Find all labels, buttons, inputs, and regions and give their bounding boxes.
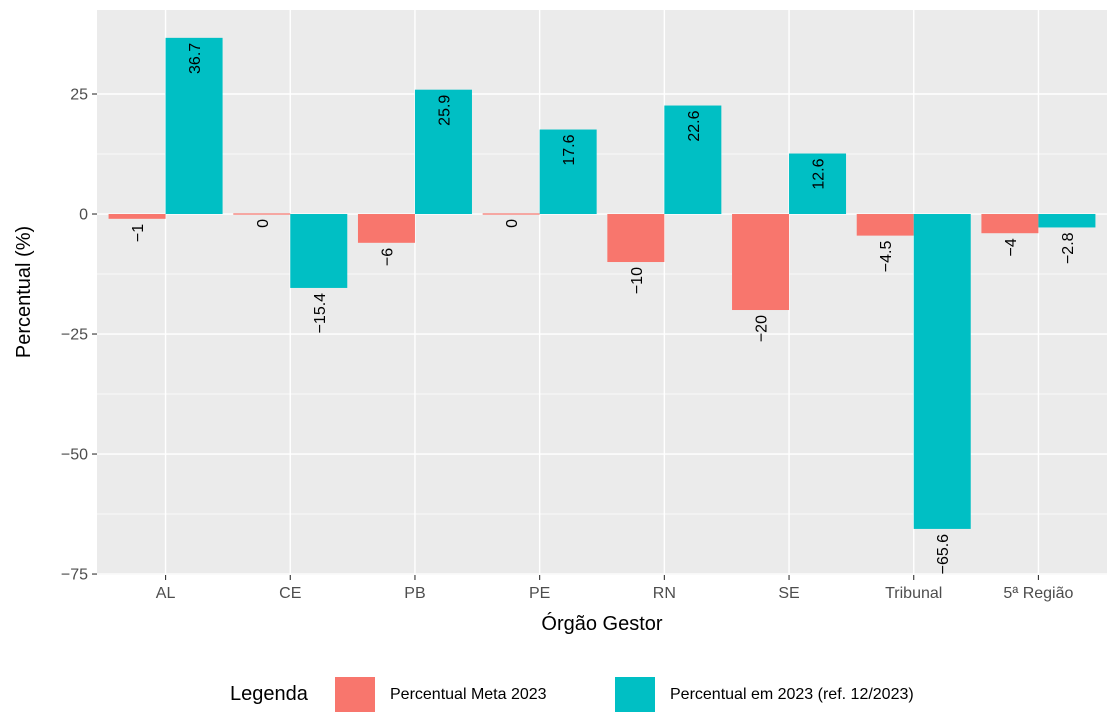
bar [981,214,1039,234]
x-tick-label: AL [156,585,176,602]
legend-label-meta: Percentual Meta 2023 [390,686,547,703]
y-axis-title: Percentual (%) [13,226,35,358]
x-tick-label: CE [279,585,301,602]
bar [1038,214,1096,228]
x-tick-label: 5ª Região [1003,585,1073,602]
bar [913,214,971,529]
bar [482,213,540,215]
bar [357,214,415,243]
data-label: −65.6 [935,534,952,575]
legend-key-percentual [615,677,655,712]
legend-title: Legenda [230,683,309,705]
data-label: 0 [255,219,272,228]
bar [414,89,472,215]
x-tick-label: RN [653,585,676,602]
bar [165,37,223,215]
x-tick-label: PB [404,585,425,602]
y-tick-label: −75 [61,567,88,584]
bar [539,129,597,215]
data-label: −15.4 [312,293,329,334]
bar [607,214,665,263]
data-label: 22.6 [686,110,703,141]
data-label: 12.6 [811,158,828,189]
data-label: −6 [379,248,396,266]
y-tick-label: −25 [61,327,88,344]
x-tick-label: SE [778,585,799,602]
bar [664,105,722,215]
bars [108,37,1096,529]
data-label: 0 [504,219,521,228]
bar [290,214,348,288]
data-label: −1 [130,224,147,242]
legend-key-meta [335,677,375,712]
data-label: −20 [754,315,771,342]
data-label: 17.6 [561,134,578,165]
data-label: −10 [629,267,646,294]
data-label: −4 [1003,238,1020,256]
legend-label-percentual: Percentual em 2023 (ref. 12/2023) [670,686,914,703]
y-tick-label: −50 [61,447,88,464]
bar-labels: −10−60−10−20−4.5 −436.7−15.425.917.622.61… [130,43,1077,575]
y-tick-label: 0 [79,207,88,224]
x-tick-label: Tribunal [885,585,942,602]
bar [789,153,847,215]
data-label: 25.9 [436,95,453,126]
bar [108,214,166,219]
bar [732,214,790,311]
data-label: −4.5 [878,241,895,273]
x-axis: AL CE PB PE RN SE Tribunal 5ª Região [156,575,1074,602]
x-tick-label: PE [529,585,550,602]
x-axis-title: Órgão Gestor [541,612,663,635]
y-axis: 25 0 −25 −50 −75 [61,87,97,584]
bar [856,214,914,236]
legend: Legenda Percentual Meta 2023 Percentual … [230,677,914,712]
data-label: 36.7 [187,43,204,74]
y-tick-label: 25 [70,87,88,104]
bar [233,213,291,215]
data-label: −2.8 [1060,232,1077,264]
